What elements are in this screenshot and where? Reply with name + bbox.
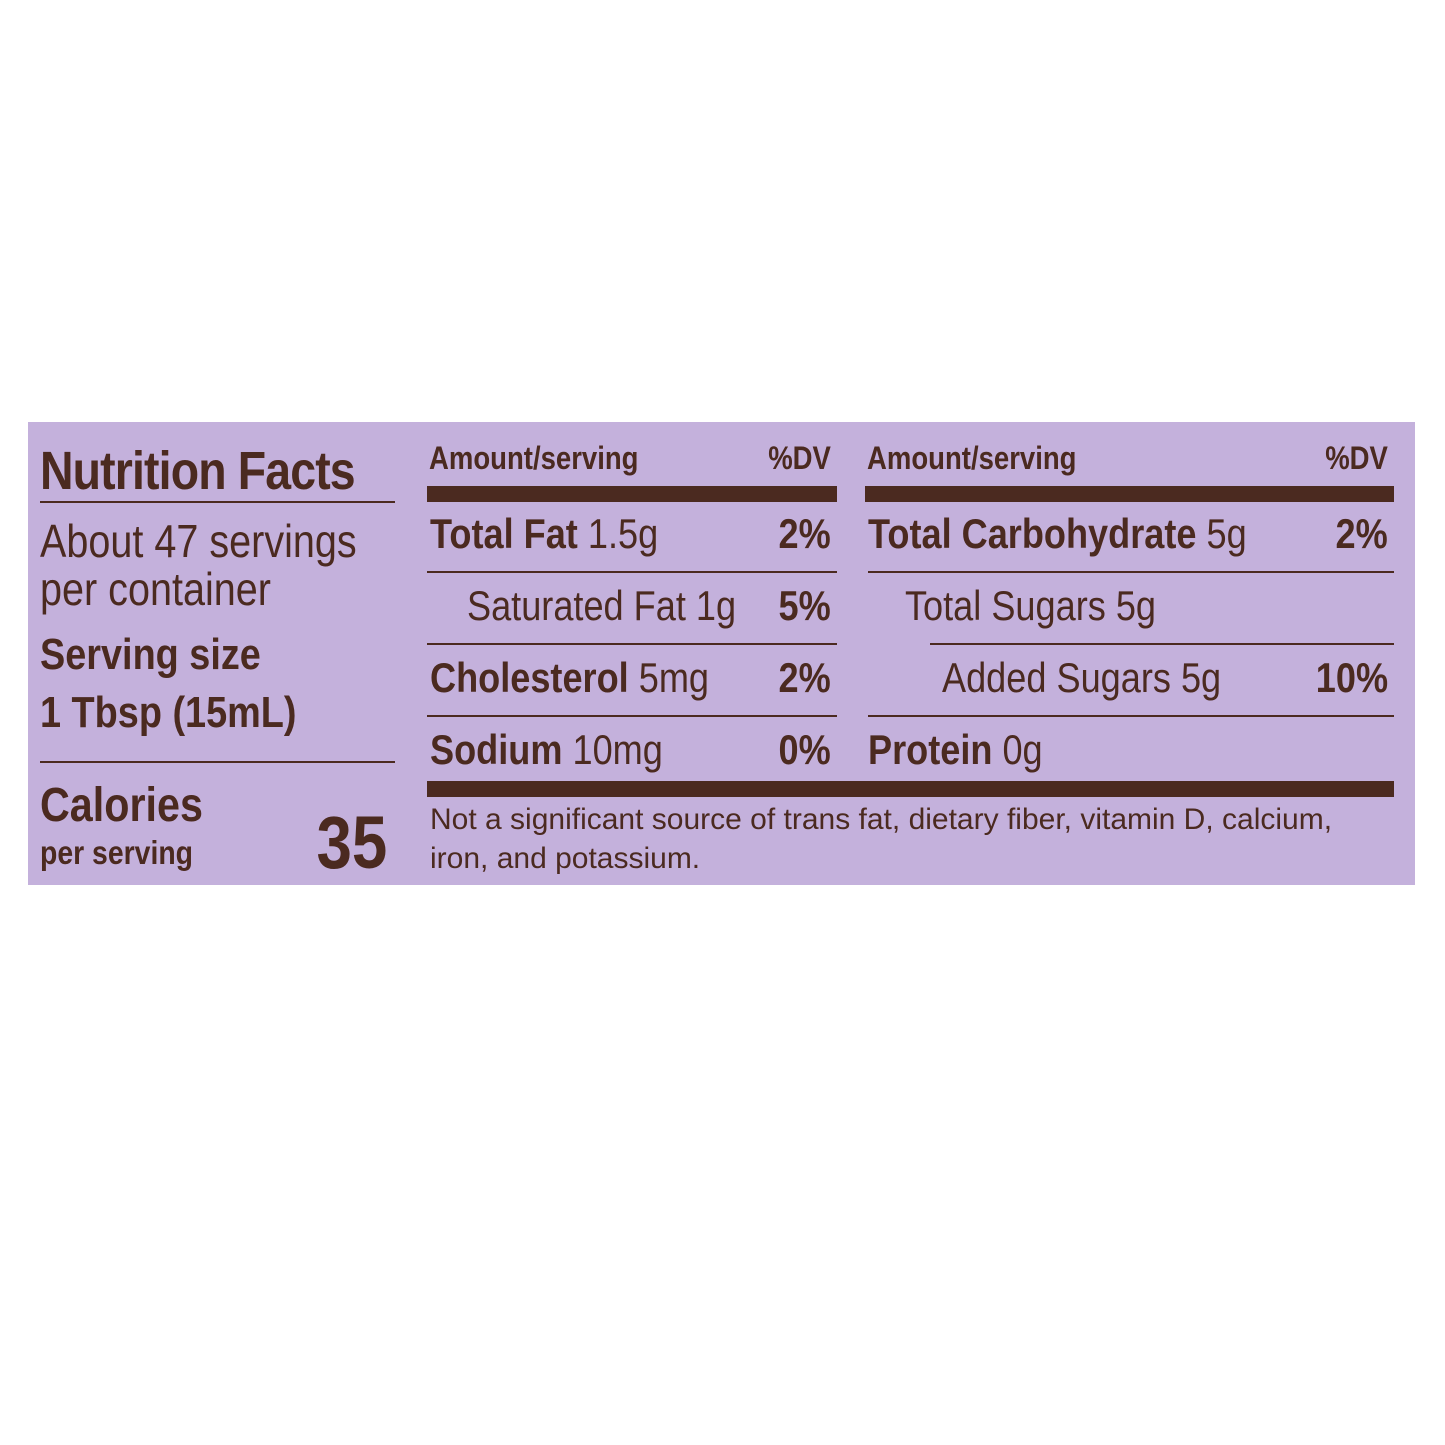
nutrient-row: Sodium 10mg bbox=[430, 722, 663, 778]
daily-value: 10% bbox=[1315, 654, 1388, 701]
nutrient-amount: 5mg bbox=[638, 654, 710, 701]
calories-label: Calories bbox=[40, 779, 203, 832]
nutrient-name: Protein bbox=[868, 726, 993, 773]
nutrient-row: Cholesterol 5mg bbox=[430, 650, 709, 706]
nutrient-amount: 5g bbox=[1115, 582, 1156, 629]
nutrient-row: Total Carbohydrate 5g bbox=[868, 506, 1247, 562]
nutrient-name: Total Sugars bbox=[905, 582, 1106, 629]
nutrient-name: Total Carbohydrate bbox=[868, 510, 1197, 557]
nutrient-row: Saturated Fat 1g bbox=[467, 578, 736, 634]
serving-size-value: 1 Tbsp (15mL) bbox=[40, 688, 297, 737]
divider bbox=[40, 761, 395, 763]
nutrient-name: Saturated Fat bbox=[467, 582, 686, 629]
divider bbox=[427, 571, 837, 573]
nutrient-name: Sodium bbox=[430, 726, 563, 773]
nutrient-name: Added Sugars bbox=[942, 654, 1171, 701]
column-header: %DV bbox=[1325, 440, 1388, 476]
nutrient-amount: 1.5g bbox=[587, 510, 659, 557]
daily-value: 5% bbox=[778, 582, 831, 629]
nutrient-amount: 5g bbox=[1206, 510, 1247, 557]
nutrient-row: Protein 0g bbox=[868, 722, 1043, 778]
serving-size-label: Serving size bbox=[40, 630, 261, 679]
thick-bar bbox=[427, 486, 837, 502]
servings: About 47 servings bbox=[40, 515, 357, 567]
nutrient-amount: 10mg bbox=[572, 726, 663, 773]
divider bbox=[868, 571, 1394, 573]
thick-bar bbox=[427, 781, 1394, 797]
divider bbox=[930, 643, 1394, 645]
nutrient-row: Added Sugars 5g bbox=[942, 650, 1221, 706]
nutrient-amount: 0g bbox=[1002, 726, 1043, 773]
nutrient-row: Total Fat 1.5g bbox=[430, 506, 658, 562]
column-header: Amount/serving bbox=[867, 440, 1077, 476]
footnote: Not a significant source of trans fat, d… bbox=[430, 803, 1333, 875]
daily-value: 2% bbox=[778, 654, 831, 701]
divider bbox=[427, 643, 837, 645]
nutrient-name: Cholesterol bbox=[430, 654, 629, 701]
nutrient-amount: 1g bbox=[695, 582, 737, 629]
calories-value: 35 bbox=[316, 801, 387, 884]
calories-sublabel: per serving bbox=[40, 834, 194, 871]
daily-value: 0% bbox=[778, 726, 831, 773]
divider bbox=[868, 715, 1394, 717]
nutrient-name: Total Fat bbox=[430, 510, 578, 557]
servings: per container bbox=[40, 563, 271, 615]
thick-bar bbox=[865, 486, 1394, 502]
nutrition-label: Nutrition Facts About 47 servings per co… bbox=[28, 422, 1415, 885]
nutrient-row: Total Sugars 5g bbox=[905, 578, 1156, 634]
column-header: Amount/serving bbox=[429, 440, 639, 476]
title: Nutrition Facts bbox=[40, 441, 356, 501]
daily-value: 2% bbox=[1335, 510, 1388, 557]
divider bbox=[40, 501, 395, 503]
divider bbox=[427, 715, 837, 717]
nutrient-amount: 5g bbox=[1180, 654, 1222, 701]
column-header: %DV bbox=[768, 440, 831, 476]
daily-value: 2% bbox=[778, 510, 831, 557]
